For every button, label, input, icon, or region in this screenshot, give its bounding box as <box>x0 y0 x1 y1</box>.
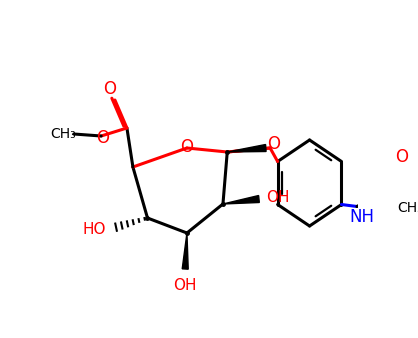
Text: HO: HO <box>83 222 106 238</box>
Text: CH₃: CH₃ <box>397 201 418 216</box>
Text: OH: OH <box>266 191 290 206</box>
Text: O: O <box>181 138 194 156</box>
Text: O: O <box>103 80 116 98</box>
Text: CH₃: CH₃ <box>51 127 76 141</box>
Text: O: O <box>267 135 280 153</box>
Polygon shape <box>182 233 188 269</box>
Text: OH: OH <box>173 277 197 292</box>
Polygon shape <box>223 195 259 204</box>
Polygon shape <box>227 145 266 152</box>
Text: NH: NH <box>349 209 375 226</box>
Text: O: O <box>97 129 110 147</box>
Text: O: O <box>395 147 408 166</box>
